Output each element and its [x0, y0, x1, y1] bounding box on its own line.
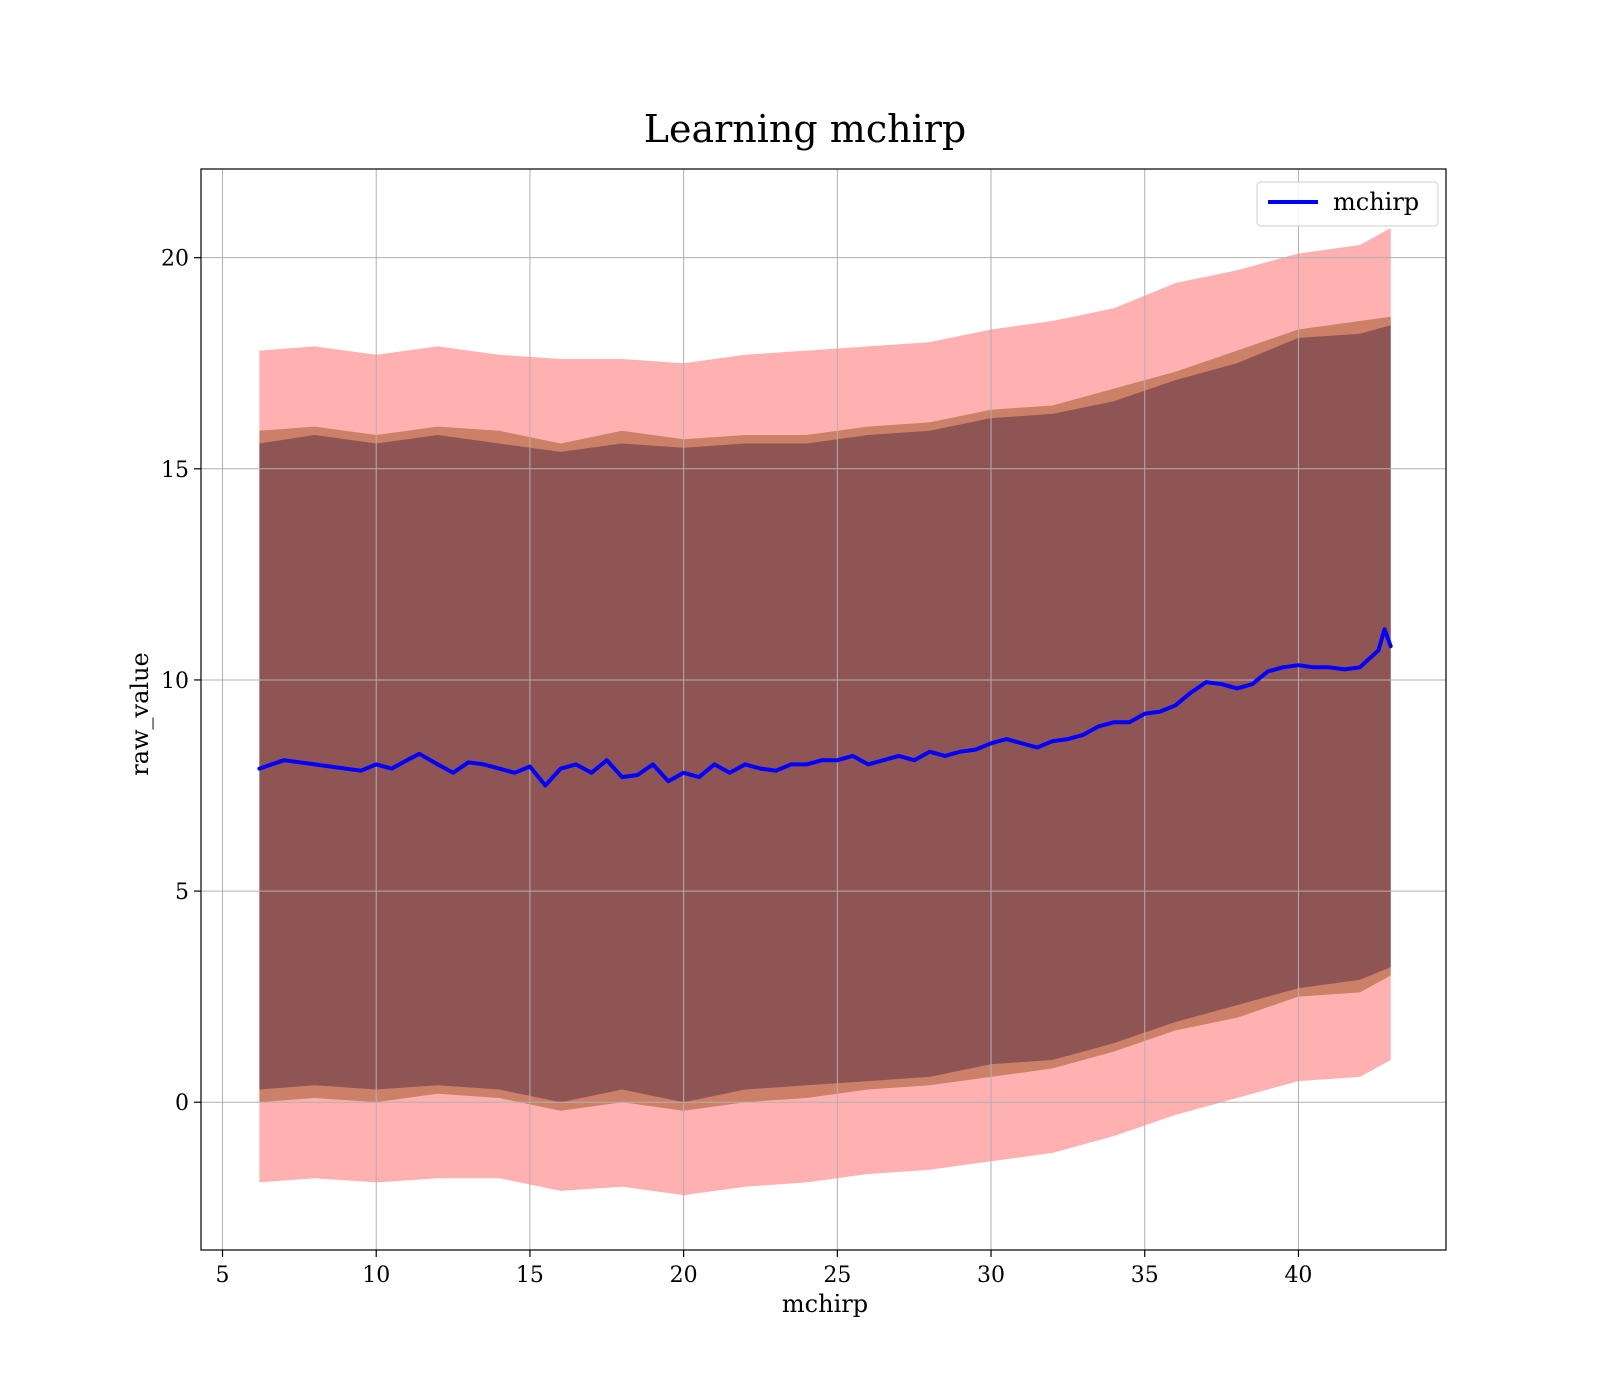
- chart-title: Learning mchirp: [644, 107, 966, 151]
- x-tick-label: 10: [362, 1263, 390, 1288]
- x-tick-label: 40: [1284, 1263, 1312, 1288]
- y-tick-label: 15: [161, 458, 189, 483]
- x-tick-label: 20: [670, 1263, 698, 1288]
- y-tick-label: 10: [161, 669, 189, 694]
- legend-box: [1256, 181, 1439, 227]
- x-tick-label: 25: [823, 1263, 851, 1288]
- confidence-bands: [259, 228, 1391, 1196]
- x-tick-label: 15: [516, 1263, 544, 1288]
- x-tick-label: 30: [977, 1263, 1005, 1288]
- y-tick-label: 5: [175, 880, 189, 905]
- y-axis-ticks: 0 5 10 15 20: [161, 247, 201, 1116]
- band-3: [259, 325, 1391, 1103]
- series-line-mchirp: [257, 627, 1393, 788]
- y-tick-label: 20: [161, 247, 189, 272]
- legend-label-mchirp: mchirp: [1333, 188, 1419, 216]
- x-tick-label: 5: [216, 1263, 230, 1288]
- y-axis-title: raw_value: [126, 652, 154, 776]
- series-lines: [257, 627, 1393, 788]
- x-tick-label: 35: [1131, 1263, 1159, 1288]
- x-axis-title: mchirp: [782, 1290, 868, 1318]
- plot-frame: [200, 168, 1447, 1251]
- x-axis-ticks: 5 10 15 20 25 30 35 40: [216, 1250, 1312, 1288]
- y-tick-label: 0: [175, 1091, 189, 1116]
- legend: mchirp: [1256, 181, 1439, 227]
- plot-area: [200, 168, 1447, 1251]
- grid: [201, 169, 1446, 1250]
